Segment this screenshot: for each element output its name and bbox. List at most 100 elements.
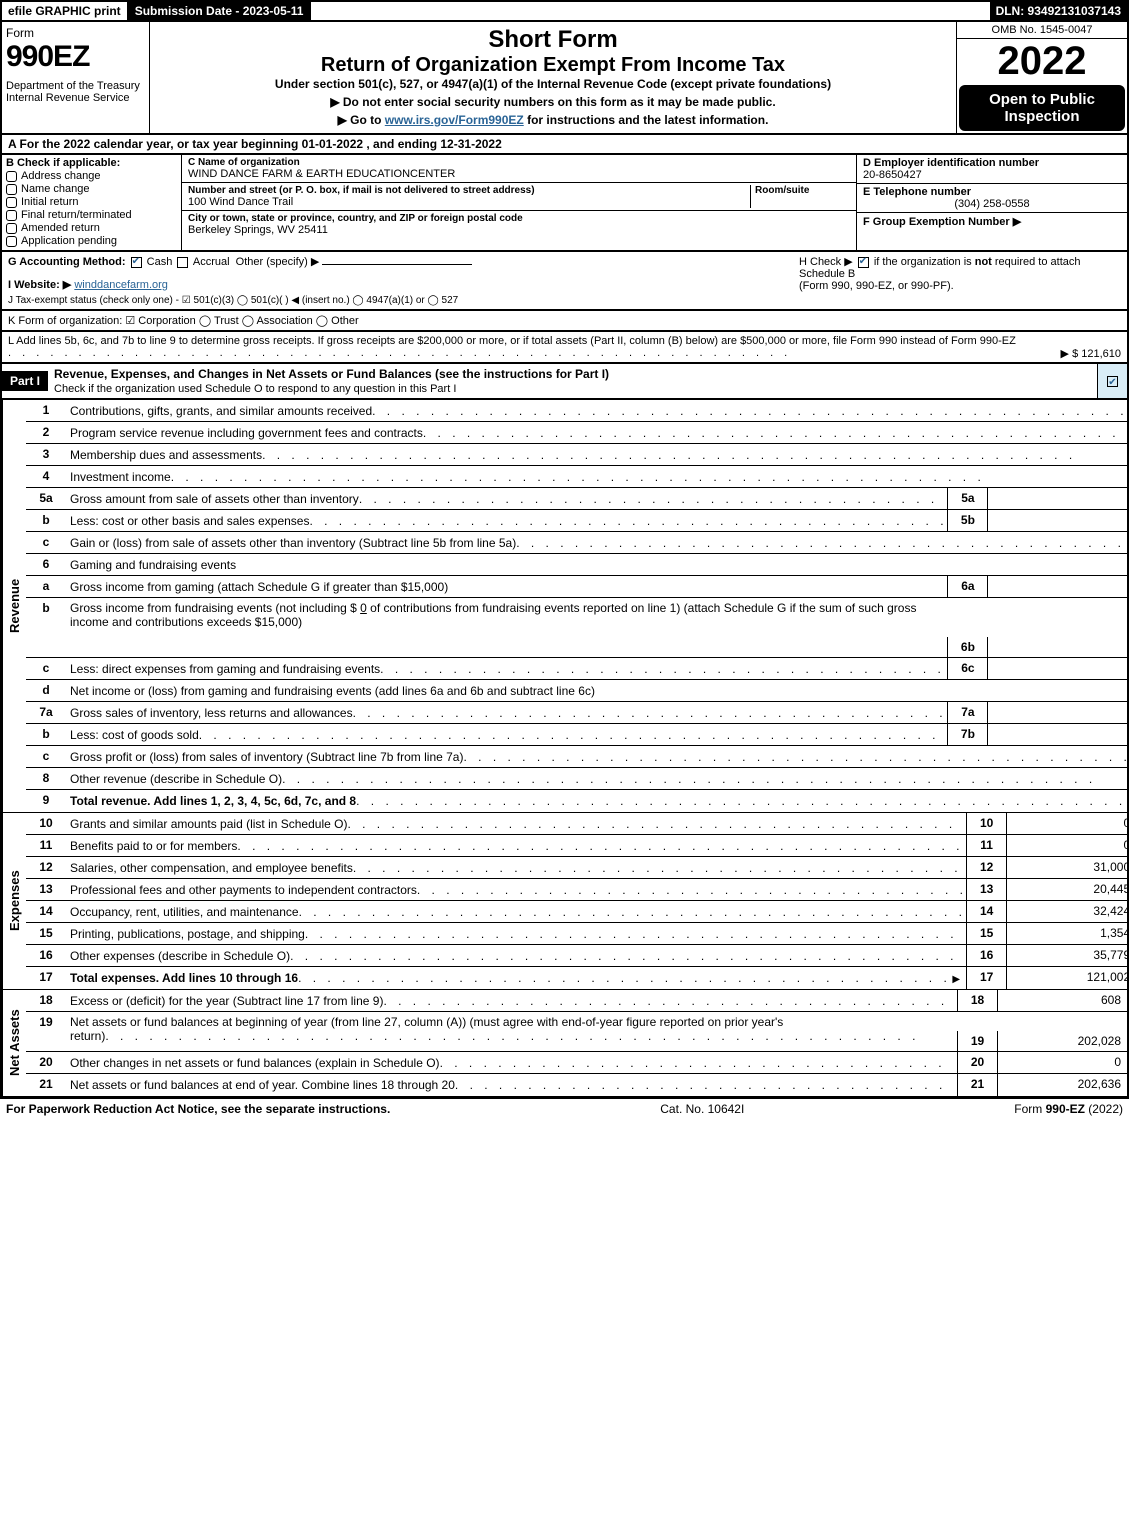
footer: For Paperwork Reduction Act Notice, see … (0, 1098, 1129, 1119)
val-20: 0 (997, 1052, 1127, 1073)
chk-final-return: Final return/terminated (6, 209, 177, 221)
street: 100 Wind Dance Trail (188, 196, 750, 208)
instr-ssn: ▶ Do not enter social security numbers o… (158, 95, 948, 109)
top-bar: efile GRAPHIC print Submission Date - 20… (0, 0, 1129, 22)
line-6c: c Less: direct expenses from gaming and … (26, 658, 1129, 680)
part1-header: Part I Revenue, Expenses, and Changes in… (0, 364, 1129, 400)
val-14: 32,424 (1006, 901, 1129, 922)
line-6a: a Gross income from gaming (attach Sched… (26, 576, 1129, 598)
vtab-revenue: Revenue (2, 400, 26, 812)
ein: 20-8650427 (863, 169, 1121, 181)
chk-cash (131, 257, 142, 268)
line-18: 18 Excess or (deficit) for the year (Sub… (26, 990, 1127, 1012)
chk-accrual (177, 257, 188, 268)
irs-label: Internal Revenue Service (6, 92, 145, 104)
line-7a: 7a Gross sales of inventory, less return… (26, 702, 1129, 724)
irs-link[interactable]: www.irs.gov/Form990EZ (385, 113, 524, 127)
footer-center: Cat. No. 10642I (660, 1102, 744, 1116)
gross-receipts: ▶ $ 121,610 (1061, 347, 1121, 360)
dept-treasury: Department of the Treasury (6, 80, 145, 92)
val-21: 202,636 (997, 1074, 1127, 1096)
instr-goto: ▶ Go to www.irs.gov/Form990EZ for instru… (158, 113, 948, 127)
part1-check-o (1097, 364, 1127, 398)
section-l: L Add lines 5b, 6c, and 7b to line 9 to … (0, 332, 1129, 364)
line-7b: b Less: cost of goods sold 7b 0 (26, 724, 1129, 746)
line-16: 16 Other expenses (describe in Schedule … (26, 945, 1129, 967)
line-11: 11 Benefits paid to or for members 11 0 (26, 835, 1129, 857)
section-i-label: I Website: ▶ (8, 279, 71, 291)
footer-left: For Paperwork Reduction Act Notice, see … (6, 1102, 390, 1116)
val-12: 31,000 (1006, 857, 1129, 878)
line-6d: d Net income or (loss) from gaming and f… (26, 680, 1129, 702)
ein-row: D Employer identification number 20-8650… (857, 155, 1127, 184)
part1-table: Revenue 1 Contributions, gifts, grants, … (0, 400, 1129, 1098)
section-b: B Check if applicable: Address change Na… (2, 155, 182, 250)
org-name-row: C Name of organization WIND DANCE FARM &… (182, 155, 856, 183)
title-sub: Return of Organization Exempt From Incom… (158, 54, 948, 77)
line-12: 12 Salaries, other compensation, and emp… (26, 857, 1129, 879)
form-number: 990EZ (6, 40, 145, 74)
chk-application-pending: Application pending (6, 235, 177, 247)
submission-date: Submission Date - 2023-05-11 (129, 2, 312, 20)
line-15: 15 Printing, publications, postage, and … (26, 923, 1129, 945)
val-19: 202,028 (997, 1031, 1127, 1051)
form-word: Form (6, 26, 145, 40)
org-name: WIND DANCE FARM & EARTH EDUCATIONCENTER (188, 168, 850, 180)
line-3: 3 Membership dues and assessments 3 0 (26, 444, 1129, 466)
subtitle: Under section 501(c), 527, or 4947(a)(1)… (158, 77, 948, 91)
line-14: 14 Occupancy, rent, utilities, and maint… (26, 901, 1129, 923)
line-5a: 5a Gross amount from sale of assets othe… (26, 488, 1129, 510)
line-8: 8 Other revenue (describe in Schedule O)… (26, 768, 1129, 790)
city-row: City or town, state or province, country… (182, 211, 856, 238)
val-6c: 0 (987, 658, 1129, 679)
val-7a: 0 (987, 702, 1129, 723)
line-7c: c Gross profit or (loss) from sales of i… (26, 746, 1129, 768)
vtab-expenses: Expenses (2, 813, 26, 989)
instr-goto-suffix: for instructions and the latest informat… (524, 113, 769, 127)
section-k: K Form of organization: ☑ Corporation ◯ … (0, 311, 1129, 332)
section-b-title: B Check if applicable: (6, 157, 177, 169)
line-5b: b Less: cost or other basis and sales ex… (26, 510, 1129, 532)
instr-goto-prefix: ▶ Go to (338, 113, 385, 127)
info-grid: B Check if applicable: Address change Na… (0, 155, 1129, 252)
tax-year: 2022 (957, 39, 1127, 83)
website-link[interactable]: winddancefarm.org (74, 279, 168, 291)
val-13: 20,445 (1006, 879, 1129, 900)
chk-schedule-b (858, 257, 869, 268)
line-1: 1 Contributions, gifts, grants, and simi… (26, 400, 1129, 422)
line-6: 6 Gaming and fundraising events (26, 554, 1129, 576)
val-17: 121,002 (1006, 967, 1129, 989)
section-j: J Tax-exempt status (check only one) - ☑… (8, 295, 791, 306)
line-2: 2 Program service revenue including gove… (26, 422, 1129, 444)
phone: (304) 258-0558 (863, 198, 1121, 210)
val-11: 0 (1006, 835, 1129, 856)
val-16: 35,779 (1006, 945, 1129, 966)
val-7b: 0 (987, 724, 1129, 745)
open-public-badge: Open to Public Inspection (959, 85, 1125, 131)
val-6a: 0 (987, 576, 1129, 597)
line-19: 19 Net assets or fund balances at beginn… (26, 1012, 1127, 1052)
dln: DLN: 93492131037143 (990, 2, 1127, 20)
val-15: 1,354 (1006, 923, 1129, 944)
footer-right: Form 990-EZ (2022) (1014, 1102, 1123, 1116)
line-6b: b Gross income from fundraising events (… (26, 598, 1129, 658)
header-right: OMB No. 1545-0047 2022 Open to Public In… (957, 22, 1127, 133)
line-9: 9 Total revenue. Add lines 1, 2, 3, 4, 5… (26, 790, 1129, 812)
right-col: D Employer identification number 20-8650… (857, 155, 1127, 250)
form-header: Form 990EZ Department of the Treasury In… (0, 22, 1129, 135)
efile-label: efile GRAPHIC print (2, 2, 129, 20)
chk-address-change: Address change (6, 170, 177, 182)
omb-number: OMB No. 1545-0047 (957, 22, 1127, 39)
line-17: 17 Total expenses. Add lines 10 through … (26, 967, 1129, 989)
vtab-netassets: Net Assets (2, 990, 26, 1096)
line-20: 20 Other changes in net assets or fund b… (26, 1052, 1127, 1074)
section-a: A For the 2022 calendar year, or tax yea… (0, 135, 1129, 155)
phone-row: E Telephone number (304) 258-0558 (857, 184, 1127, 213)
section-h: H Check ▶ if the organization is not req… (791, 255, 1121, 306)
header-left: Form 990EZ Department of the Treasury In… (2, 22, 150, 133)
title-main: Short Form (158, 26, 948, 54)
val-6b: 0 (987, 637, 1129, 657)
street-row: Number and street (or P. O. box, if mail… (182, 183, 856, 211)
part1-title: Revenue, Expenses, and Changes in Net As… (48, 364, 1097, 398)
line-5c: c Gain or (loss) from sale of assets oth… (26, 532, 1129, 554)
